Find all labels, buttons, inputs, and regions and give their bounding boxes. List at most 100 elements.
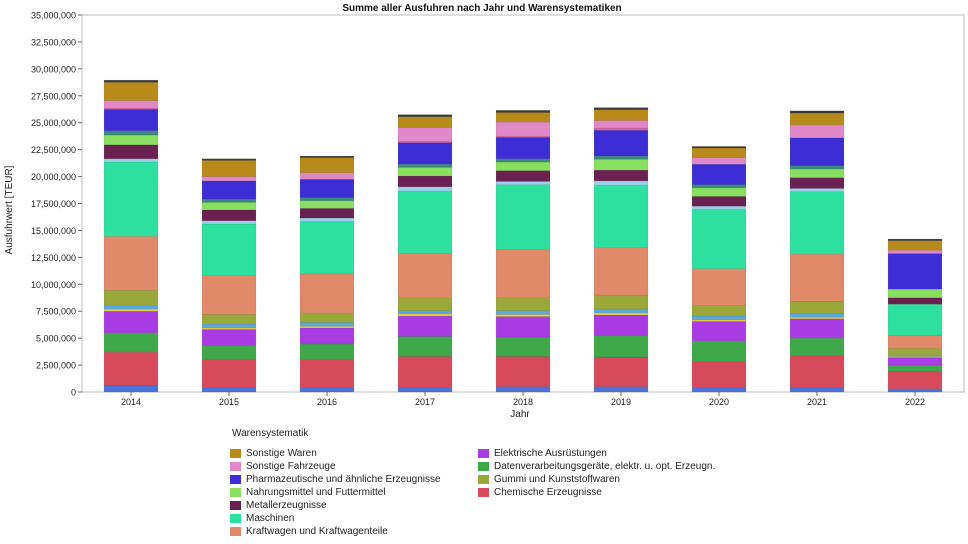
legend-label: Maschinen [246, 513, 295, 524]
bar-segment [201, 323, 257, 329]
bar-segment [887, 297, 943, 305]
bar-segment [495, 112, 551, 123]
bar-segment [397, 186, 453, 192]
bar-segment [789, 313, 845, 318]
bar-segment [593, 294, 649, 310]
bar-segment [495, 137, 551, 160]
legend: Warensystematik Sonstige Waren Sonstige F… [230, 428, 738, 538]
bar-segment [789, 137, 845, 167]
bar-segment [397, 356, 453, 388]
bar-segment [887, 335, 943, 349]
bar-segment [789, 110, 845, 114]
bar-segment [495, 314, 551, 317]
chart-title: Summe aller Ausfuhren nach Jahr und Ware… [342, 3, 621, 14]
legend-item: Gummi und Kunststoffwaren [478, 473, 738, 486]
legend-swatch [230, 462, 241, 471]
bar-segment [593, 159, 649, 171]
bar-segment [103, 109, 159, 132]
bar-segment [103, 130, 159, 136]
bar-segment [887, 388, 943, 393]
y-tick-label: 32,500,000 [31, 37, 76, 47]
bar-segment [887, 303, 943, 336]
x-tick-label: 2020 [709, 397, 729, 407]
bar-segment [593, 247, 649, 296]
bar-segment [495, 297, 551, 311]
bar-segment [299, 217, 355, 222]
stacked-bar-chart: Summe aller Ausfuhren nach Jahr und Ware… [4, 3, 965, 420]
bar-segment [201, 198, 257, 203]
x-axis-label: Jahr [510, 409, 530, 420]
bar-segment [103, 236, 159, 291]
bar-segment [789, 112, 845, 126]
bar-segment [299, 322, 355, 327]
bar-segment [299, 312, 355, 323]
bar-segment [593, 312, 649, 316]
bar-segment [593, 184, 649, 248]
bar-segment [397, 253, 453, 298]
bar-segment [495, 356, 551, 387]
bar-segment [103, 310, 159, 334]
y-tick-label: 27,500,000 [31, 91, 76, 101]
x-tick-label: 2018 [513, 397, 533, 407]
bar-segment [887, 240, 943, 251]
legend-item: Chemische Erzeugnisse [478, 486, 738, 499]
bar-segment [397, 114, 453, 118]
bar-segment [201, 329, 257, 346]
y-tick-label: 2,500,000 [36, 361, 76, 371]
bar-segment [201, 358, 257, 388]
bar-segment [299, 179, 355, 198]
bar-segment [691, 196, 747, 207]
legend-swatch [230, 527, 241, 536]
bar-segment [201, 223, 257, 276]
bar-segment [691, 387, 747, 393]
bar-segment [887, 371, 943, 390]
bar-segment [201, 345, 257, 360]
bar-segment [299, 343, 355, 360]
bar-segment [789, 301, 845, 314]
bar-segment [299, 273, 355, 314]
bar-segment [593, 169, 649, 182]
x-tick-label: 2016 [317, 397, 337, 407]
bar-segment [103, 158, 159, 163]
bar-segment [201, 209, 257, 221]
y-tick-label: 12,500,000 [31, 253, 76, 263]
bar-segment [593, 308, 649, 314]
bar-segment [201, 386, 257, 393]
bar-segment [201, 275, 257, 315]
bar-segment [103, 305, 159, 310]
bar-segment [789, 188, 845, 192]
legend-label: Nahrungsmittel und Futtermittel [246, 487, 386, 498]
bar-segment [201, 202, 257, 211]
y-tick-label: 15,000,000 [31, 226, 76, 236]
bar-segment [593, 314, 649, 336]
bar-segment [201, 160, 257, 177]
bar-segment [887, 348, 943, 356]
bar-segment [593, 109, 649, 121]
legend-item: Datenverarbeitungsgeräte, elektr. u. opt… [478, 460, 738, 473]
bar-segment [593, 356, 649, 387]
bar-segment [691, 163, 747, 185]
bar-segment [691, 305, 747, 317]
bar-segment [887, 288, 943, 298]
bar-segment [397, 310, 453, 315]
bar-segment [691, 268, 747, 306]
bar-segment [593, 120, 649, 129]
bar-segment [103, 161, 159, 237]
bar-segment [691, 315, 747, 321]
bar-segment [691, 209, 747, 269]
bar-segment [397, 313, 453, 317]
bar-segment [299, 197, 355, 202]
bar-segment [789, 177, 845, 189]
bar-segment [397, 190, 453, 254]
bar-segment [397, 116, 453, 128]
legend-label: Kraftwagen und Kraftwagenteile [246, 526, 388, 537]
legend-item: Maschinen [230, 512, 478, 525]
bar-segment [299, 221, 355, 275]
bar-segment [593, 155, 649, 160]
bar-segment [397, 336, 453, 357]
bar-segment [103, 100, 159, 109]
bar-segment [103, 385, 159, 393]
y-tick-label: 17,500,000 [31, 199, 76, 209]
legend-label: Datenverarbeitungsgeräte, elektr. u. opt… [494, 461, 716, 472]
